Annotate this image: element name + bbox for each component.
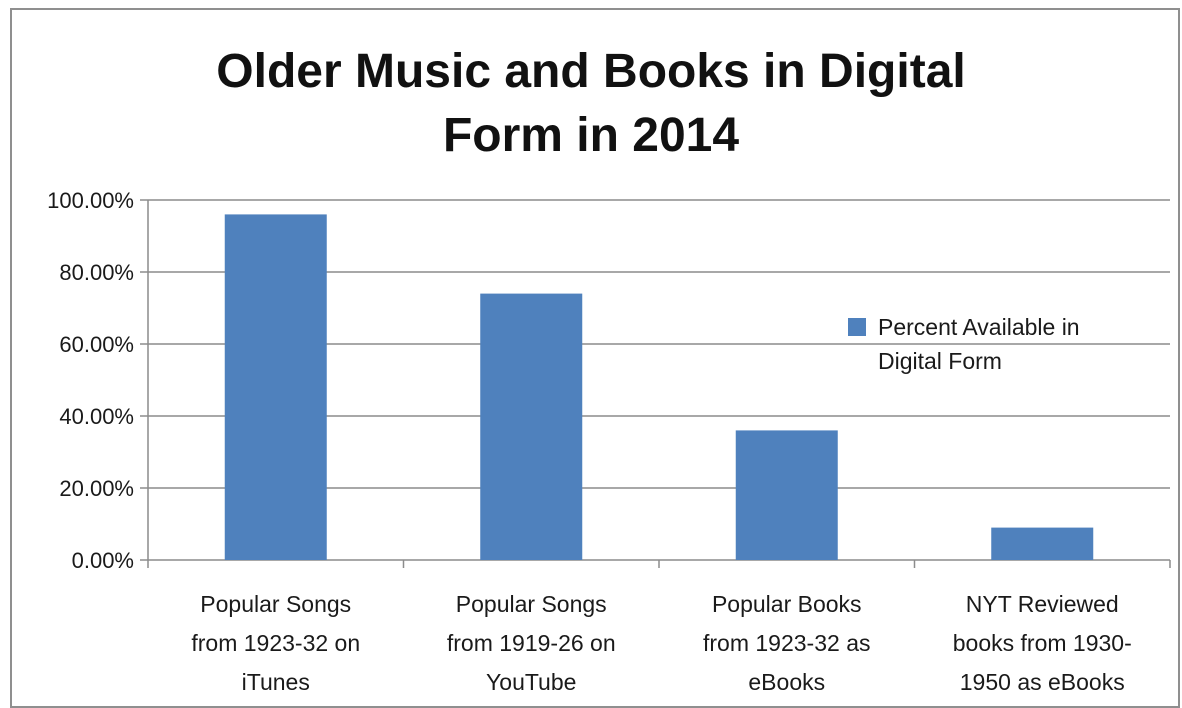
chart-title-line-1: Older Music and Books in Digital: [216, 45, 966, 98]
bar: [991, 527, 1094, 560]
y-tick-label: 40.00%: [59, 404, 134, 429]
x-category-label: YouTube: [486, 669, 576, 695]
legend-label: Percent Available in Digital Form: [878, 310, 1168, 378]
x-category-label: from 1919-26 on: [447, 630, 616, 656]
chart-title-line-2: Form in 2014: [442, 109, 740, 162]
x-category-label: books from 1930-: [953, 630, 1132, 656]
y-tick-label: 60.00%: [59, 332, 134, 357]
bar: [224, 214, 327, 560]
bar: [735, 430, 838, 560]
x-category-label: Popular Books: [712, 591, 862, 617]
chart-frame: [10, 8, 1180, 708]
chart-title: Older Music and Books in Digital Form in…: [0, 40, 1182, 168]
y-tick-label: 20.00%: [59, 476, 134, 501]
y-tick-label: 0.00%: [72, 548, 134, 573]
x-category-label: Popular Songs: [200, 591, 351, 617]
x-category-label: from 1923-32 on: [191, 630, 360, 656]
x-category-label: Popular Songs: [456, 591, 607, 617]
x-category-label: eBooks: [748, 669, 825, 695]
x-category-label: NYT Reviewed: [966, 591, 1119, 617]
y-tick-label: 80.00%: [59, 260, 134, 285]
legend-label-line-1: Percent Available in: [878, 314, 1080, 340]
x-category-label: from 1923-32 as: [703, 630, 870, 656]
legend-swatch: [848, 318, 866, 336]
x-category-label: iTunes: [242, 669, 310, 695]
y-tick-label: 100.00%: [47, 188, 134, 213]
bar: [480, 293, 583, 560]
legend-label-line-2: Digital Form: [878, 348, 1002, 374]
x-category-label: 1950 as eBooks: [960, 669, 1125, 695]
